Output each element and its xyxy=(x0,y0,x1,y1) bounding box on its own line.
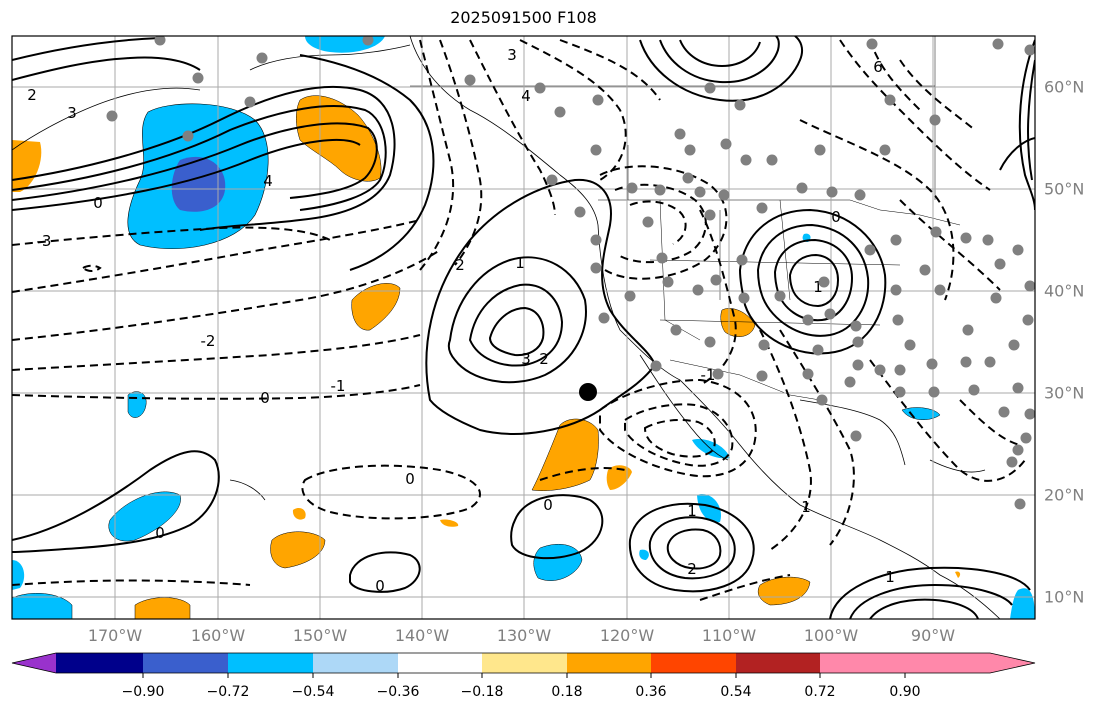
contour-label: 3 xyxy=(67,104,77,122)
contour-label: 0 xyxy=(405,470,415,488)
colorbar-tick-label: 0.36 xyxy=(635,684,667,700)
lat-label: 40°N xyxy=(1044,281,1085,301)
colorbar-segment xyxy=(482,653,567,673)
contour-label: 1 xyxy=(801,498,811,516)
contour-label: -1 xyxy=(331,377,346,395)
contour-label: 3 xyxy=(507,46,517,64)
colorbar-segment xyxy=(651,653,736,673)
lon-label: 120°W xyxy=(599,626,655,645)
contour-label: 0 xyxy=(543,496,553,514)
colorbar-tick-label: 0.72 xyxy=(804,684,836,700)
contour-label: 0 xyxy=(375,577,385,595)
contour-label: 2 xyxy=(539,350,549,368)
contour-label: 1 xyxy=(885,568,895,586)
contour-label: -2 xyxy=(201,332,216,350)
contour-label: -1 xyxy=(701,366,716,384)
contour-label: 0 xyxy=(155,524,165,542)
colorbar-segment xyxy=(736,653,820,673)
lon-label: 140°W xyxy=(394,626,450,645)
contour-label: 1 xyxy=(687,502,697,520)
contour-label: 3 xyxy=(521,350,531,368)
colorbar-extend-low xyxy=(12,653,56,673)
colorbar-tick-label: −0.54 xyxy=(291,684,335,700)
lon-label: 160°W xyxy=(190,626,246,645)
contour-label: 1 xyxy=(813,278,823,296)
contour-label: -3 xyxy=(37,232,52,250)
lon-label: 90°W xyxy=(910,626,956,645)
colorbar xyxy=(11,652,1036,678)
map-plot-area: 3 2 4 0 -3 -2 -1 4 3 6 1 0 1 2 3 2 -1 0 … xyxy=(12,36,1035,619)
map-title: 2025091500 F108 xyxy=(450,8,597,27)
lon-label: 100°W xyxy=(803,626,859,645)
colorbar-segment xyxy=(567,653,651,673)
lat-label: 10°N xyxy=(1044,587,1085,607)
contour-label: 2 xyxy=(687,560,697,578)
station-dots xyxy=(106,36,1035,510)
colorbar-tick-label: 0.90 xyxy=(889,684,921,700)
colorbar-segment xyxy=(56,653,143,673)
colorbar-tick-label: 0.18 xyxy=(551,684,583,700)
colorbar-segment xyxy=(820,653,905,673)
contour-label: 2 xyxy=(27,86,37,104)
black-dot-icon xyxy=(579,383,597,401)
lat-label: 50°N xyxy=(1044,179,1085,199)
contour-label: 0 xyxy=(260,389,270,407)
lat-lon-grid xyxy=(12,36,1035,619)
lon-label: 110°W xyxy=(701,626,757,645)
colorbar-outline xyxy=(11,652,1036,674)
colorbar-extend-high xyxy=(905,653,1035,673)
solid-contours xyxy=(12,36,1035,619)
lat-label: 60°N xyxy=(1044,77,1085,97)
lon-label: 150°W xyxy=(292,626,348,645)
colorbar-tick-label: −0.90 xyxy=(121,684,165,700)
contour-label: 6 xyxy=(873,58,883,76)
lon-label: 130°W xyxy=(496,626,552,645)
lon-label: 170°W xyxy=(87,626,143,645)
map-frame xyxy=(11,35,1036,620)
positive-anomaly-shading xyxy=(12,95,961,619)
lat-label: 30°N xyxy=(1044,383,1085,403)
colorbar-segment xyxy=(313,653,398,673)
colorbar-segment xyxy=(228,653,313,673)
colorbar-tick-label: −0.18 xyxy=(460,684,504,700)
colorbar-segment xyxy=(398,653,482,673)
contour-label: 1 xyxy=(515,254,525,272)
lat-label: 20°N xyxy=(1044,485,1085,505)
contour-label: 2 xyxy=(455,256,465,274)
contour-label: 4 xyxy=(263,172,273,190)
colorbar-tick-label: −0.72 xyxy=(206,684,250,700)
contour-label: 4 xyxy=(521,87,531,105)
colorbar-segment xyxy=(143,653,228,673)
contour-labels: 3 2 4 0 -3 -2 -1 4 3 6 1 0 1 2 3 2 -1 0 … xyxy=(27,46,895,595)
colorbar-tick-label: 0.54 xyxy=(720,684,752,700)
colorbar-tick-label: −0.36 xyxy=(376,684,420,700)
contour-label: 0 xyxy=(831,208,841,226)
contour-label: 0 xyxy=(93,194,103,212)
